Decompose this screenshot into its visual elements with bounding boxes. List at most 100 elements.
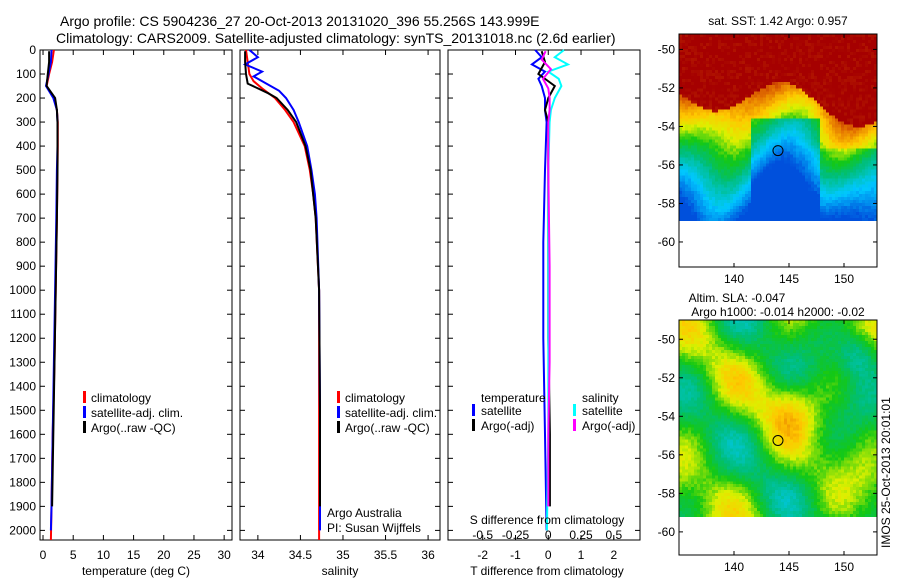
- lat-tick-label: -60: [658, 525, 676, 539]
- x-tick-label: 5: [70, 548, 77, 562]
- x-tick-label: 2: [610, 548, 617, 562]
- s-x-tick-label: -0.25: [502, 528, 530, 542]
- difference-legend: temperature salinity satellite Argo(-adj…: [472, 391, 635, 433]
- salinity-xlabel: salinity: [322, 564, 359, 578]
- t-diff-xlabel: T difference from climatology: [470, 564, 624, 578]
- series-line-climatology: [245, 49, 321, 540]
- legend-label: satellite: [481, 404, 522, 418]
- s-diff-xlabel: S difference from climatology: [470, 513, 625, 527]
- x-tick-label: 30: [217, 548, 231, 562]
- series-line-s-argo-adj-: [540, 50, 553, 507]
- lat-tick-label: -56: [658, 448, 676, 462]
- legend-header-salinity: salinity: [582, 391, 619, 405]
- x-tick-label: -1: [510, 548, 521, 562]
- x-tick-label: -2: [477, 548, 488, 562]
- legend-label: Argo(..raw -QC): [345, 421, 430, 435]
- x-tick-label: 10: [97, 548, 111, 562]
- depth-tick-label: 600: [16, 187, 36, 201]
- sla-map-subtitle: Argo h1000: -0.014 h2000: -0.02: [691, 305, 865, 319]
- sla-map-axes: -50 -52 -54 -56 -58 -60 140 145 150: [658, 319, 878, 574]
- s-x-tick-label: 0.25: [569, 528, 593, 542]
- legend-label: satellite-adj. clim.: [345, 406, 437, 420]
- series-line-t-satellite: [530, 49, 548, 531]
- title-line-2: Climatology: CARS2009. Satellite-adjuste…: [56, 30, 616, 46]
- lon-tick-label: 140: [724, 272, 744, 286]
- series-line-argo-raw-qc-: [45, 51, 59, 507]
- legend-swatch-argo: [83, 421, 86, 433]
- lat-tick-label: -52: [658, 81, 676, 95]
- depth-tick-label: 1100: [10, 307, 36, 321]
- title-line-1: Argo profile: CS 5904236_27 20-Oct-2013 …: [60, 13, 540, 29]
- salinity-legend: climatology satellite-adj. clim. Argo(..…: [337, 391, 437, 435]
- x-tick-label: 25: [187, 548, 201, 562]
- lon-tick-label: 150: [834, 560, 854, 574]
- legend-swatch-s-satellite: [573, 404, 576, 416]
- difference-panel: -2 -1 0 1 2 -0.5 -0.25 0 0.25 0.5: [447, 49, 641, 562]
- lat-tick-label: -54: [658, 409, 676, 423]
- argo-location-marker: [772, 145, 784, 157]
- x-tick-label: 36: [421, 548, 435, 562]
- credit-label: IMOS 25-Oct-2013 20:01:01: [879, 397, 893, 548]
- sst-map-axes: -50 -52 -54 -56 -58 -60 140 145 150: [658, 33, 878, 286]
- depth-tick-label: 500: [16, 163, 36, 177]
- depth-tick-label: 1500: [9, 403, 36, 417]
- legend-swatch-s-argo: [573, 419, 576, 431]
- series-line-satellite-adj-clim-: [242, 49, 321, 531]
- lat-tick-label: -52: [658, 371, 676, 385]
- depth-tick-label: 1200: [9, 331, 36, 345]
- x-tick-label: 35: [336, 548, 350, 562]
- depth-tick-label: 200: [16, 91, 36, 105]
- depth-tick-label: 300: [16, 115, 36, 129]
- sst-map-title: sat. SST: 1.42 Argo: 0.957: [708, 14, 848, 28]
- series-line-t-argo-adj-: [537, 50, 557, 507]
- legend-swatch-satellite: [83, 406, 86, 418]
- depth-tick-label: 700: [16, 211, 36, 225]
- s-x-tick-label: 0.5: [605, 528, 622, 542]
- lon-tick-label: 150: [834, 272, 854, 286]
- lat-tick-label: -50: [658, 42, 676, 56]
- x-tick-label: 15: [127, 548, 141, 562]
- argo-australia-label: Argo Australia: [327, 506, 402, 520]
- legend-swatch-argo: [337, 421, 340, 433]
- lon-tick-label: 145: [779, 560, 799, 574]
- legend-swatch-climatology: [83, 391, 86, 403]
- depth-tick-label: 1700: [9, 451, 36, 465]
- x-tick-label: 1: [578, 548, 585, 562]
- depth-tick-label: 1300: [9, 355, 36, 369]
- plot-frame: [239, 49, 441, 541]
- map-frame: [678, 33, 878, 268]
- legend-label: Argo(-adj): [582, 419, 635, 433]
- depth-tick-label: 1800: [9, 475, 36, 489]
- plot-frame: [447, 49, 641, 541]
- depth-tick-label: 900: [16, 259, 36, 273]
- legend-label: Argo(..raw -QC): [91, 421, 176, 435]
- lon-tick-label: 145: [779, 272, 799, 286]
- legend-swatch-satellite: [337, 406, 340, 418]
- lat-tick-label: -54: [658, 119, 676, 133]
- legend-label: Argo(-adj): [481, 419, 534, 433]
- lon-tick-label: 140: [724, 560, 744, 574]
- lat-tick-label: -58: [658, 196, 676, 210]
- depth-tick-label: 1600: [9, 427, 36, 441]
- legend-swatch-t-argo: [472, 419, 475, 431]
- x-tick-label: 35.5: [374, 548, 398, 562]
- legend-label: satellite-adj. clim.: [91, 406, 183, 420]
- temperature-xlabel: temperature (deg C): [82, 564, 190, 578]
- salinity-panel: 34 34.5 35 35.5 36: [239, 49, 441, 562]
- legend-swatch-climatology: [337, 391, 340, 403]
- depth-tick-label: 1400: [9, 379, 36, 393]
- depth-tick-label: 100: [16, 67, 36, 81]
- map-frame: [678, 319, 878, 556]
- lat-tick-label: -58: [658, 486, 676, 500]
- legend-label: satellite: [582, 404, 623, 418]
- argo-location-marker: [772, 435, 784, 447]
- sla-map-title: Altim. SLA: -0.047: [689, 291, 786, 305]
- legend-label: climatology: [91, 391, 151, 405]
- depth-tick-label: 0: [29, 43, 36, 57]
- lat-tick-label: -50: [658, 332, 676, 346]
- sst-map-image: [679, 34, 877, 242]
- x-tick-label: 0: [545, 548, 552, 562]
- series-line-s-satellite: [545, 49, 571, 531]
- depth-tick-label: 1900: [9, 499, 36, 513]
- legend-header-temperature: temperature: [481, 391, 546, 405]
